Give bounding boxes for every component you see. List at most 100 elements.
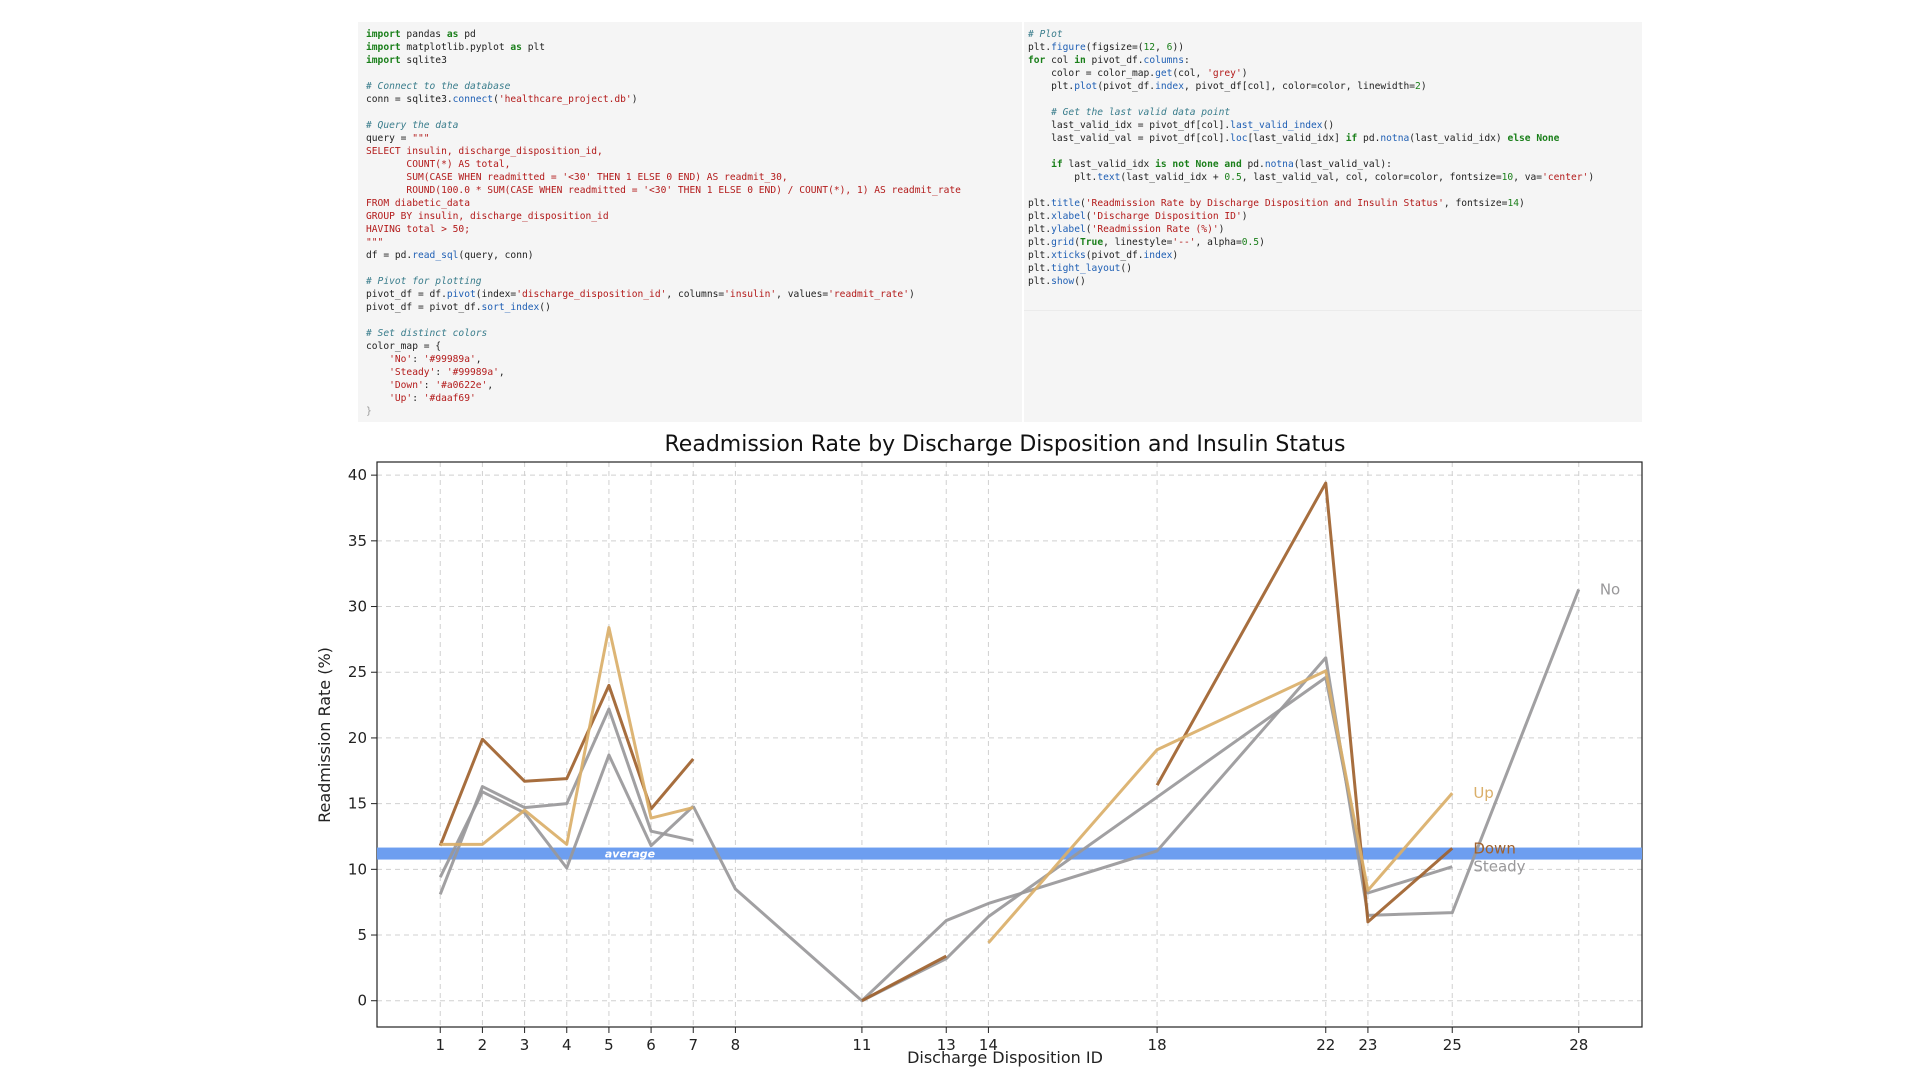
code-token: ) [631,94,638,105]
code-token: 6 [1166,42,1173,53]
code-line: 'Down': '#a0622e', [366,379,1014,392]
code-token: ) [1420,81,1427,92]
code-token: SUM(CASE WHEN readmitted = '<30' THEN 1 … [366,172,788,183]
code-token: (query, conn) [458,250,534,261]
code-token: : [1183,55,1190,66]
code-line: # Query the data [366,119,1014,132]
x-tick-label: 11 [852,1036,871,1054]
code-token: ) [1588,172,1595,183]
series-line-down [438,683,695,847]
series-line-steady [438,753,695,878]
code-token: columns [1143,55,1184,66]
line-end-label-steady: Steady [1473,858,1525,876]
series-line-no [438,707,694,895]
code-token: (pivot_df. [1097,81,1156,92]
code-token: GROUP BY insulin, discharge_disposition_… [366,211,609,222]
code-token: '#99989a' [446,367,499,378]
code-token: HAVING total > 50; [366,224,470,235]
code-token: notna [1380,133,1410,144]
code-token: # Pivot for plotting [366,276,482,287]
code-token: '#a0622e' [435,380,488,391]
x-tick-label: 3 [520,1036,530,1054]
code-token: 0.5 [1224,172,1242,183]
code-token: 'Down' [389,380,424,391]
code-token: '--' [1172,237,1196,248]
code-token: FROM diabetic_data [366,198,470,209]
code-token: query = [366,133,413,144]
code-line: plt.xlabel('Discharge Disposition ID') [1028,210,1634,223]
code-token: True [1080,237,1104,248]
code-token: as [510,42,522,53]
code-token: ( [493,94,499,105]
code-line: SELECT insulin, discharge_disposition_id… [366,145,1014,158]
code-token: import [366,42,401,53]
code-token: 'No' [389,354,413,365]
code-token: sort_index [481,302,540,313]
code-token: plt. [1028,42,1052,53]
code-token: : [412,393,424,404]
y-tick-label: 5 [357,926,367,944]
code-token: plt. [1028,224,1052,235]
code-line: plt.text(last_valid_idx + 0.5, last_vali… [1028,171,1634,184]
x-tick-label: 8 [731,1036,741,1054]
y-tick-label: 15 [348,795,367,813]
code-line: plt.xticks(pivot_df.index) [1028,249,1634,262]
code-token: : [412,354,424,365]
code-token: , [1155,42,1167,53]
y-tick-label: 25 [348,663,367,681]
code-token: # Plot [1028,29,1063,40]
code-token: df = pd. [366,250,413,261]
code-token: plt. [1028,263,1052,274]
code-token: 'discharge_disposition_id' [516,289,667,300]
code-token: ) [1259,237,1265,248]
code-token: last_valid_idx = pivot_df[col]. [1028,120,1231,131]
code-token: () [1322,120,1335,131]
code-token: xlabel [1051,211,1086,222]
code-line: # Pivot for plotting [366,275,1014,288]
code-token: (last_valid_idx) [1409,133,1508,144]
code-cell-left: import pandas as pd import matplotlib.pyp… [358,22,1022,422]
code-token: , fontsize= [1443,198,1508,209]
code-token: 12 [1143,42,1156,53]
code-token: , values= [776,289,829,300]
code-token: plt. [1028,276,1052,287]
code-token: xticks [1051,250,1086,261]
code-token: show [1051,276,1075,287]
code-token: ( [1085,224,1092,235]
code-token: # Connect to the database [366,81,511,92]
code-token: (figsize=( [1085,42,1144,53]
code-token: () [1074,276,1086,287]
code-token: index [1143,250,1173,261]
code-token: plt. [1028,172,1098,183]
code-line: if last_valid_idx is not None and pd.not… [1028,158,1634,171]
code-line: # Plot [1028,28,1634,41]
line-end-label-down: Down [1473,839,1516,857]
code-token: plot [1074,81,1098,92]
code-line: plt.grid(True, linestyle='--', alpha=0.5… [1028,236,1634,249]
code-line: plt.tight_layout() [1028,262,1634,275]
code-line: last_valid_val = pivot_df[col].loc[last_… [1028,132,1634,145]
code-token: in [1074,55,1086,66]
code-line: import sqlite3 [366,54,1014,67]
code-token: , [475,354,482,365]
average-band-group: average [377,847,1642,861]
code-token: last_valid_index [1230,120,1323,131]
code-token: ( [1080,198,1086,209]
x-tick-label: 28 [1569,1036,1588,1054]
code-token: pivot_df. [1085,55,1144,66]
code-token: plt. [1028,237,1052,248]
code-line: import matplotlib.pyplot as plt [366,41,1014,54]
code-token: 'Steady' [389,367,436,378]
code-line: FROM diabetic_data [366,197,1014,210]
code-token: last_valid_idx [1062,159,1156,170]
line-end-label-no: No [1600,580,1620,598]
x-tick-label: 13 [937,1036,956,1054]
code-line: pivot_df = pivot_df.sort_index() [366,301,1014,314]
code-token: for [1028,55,1046,66]
code-token: index [1155,81,1184,92]
code-token: 'healthcare_project.db' [498,94,632,105]
x-tick-label: 25 [1443,1036,1462,1054]
x-tick-label: 14 [979,1036,998,1054]
